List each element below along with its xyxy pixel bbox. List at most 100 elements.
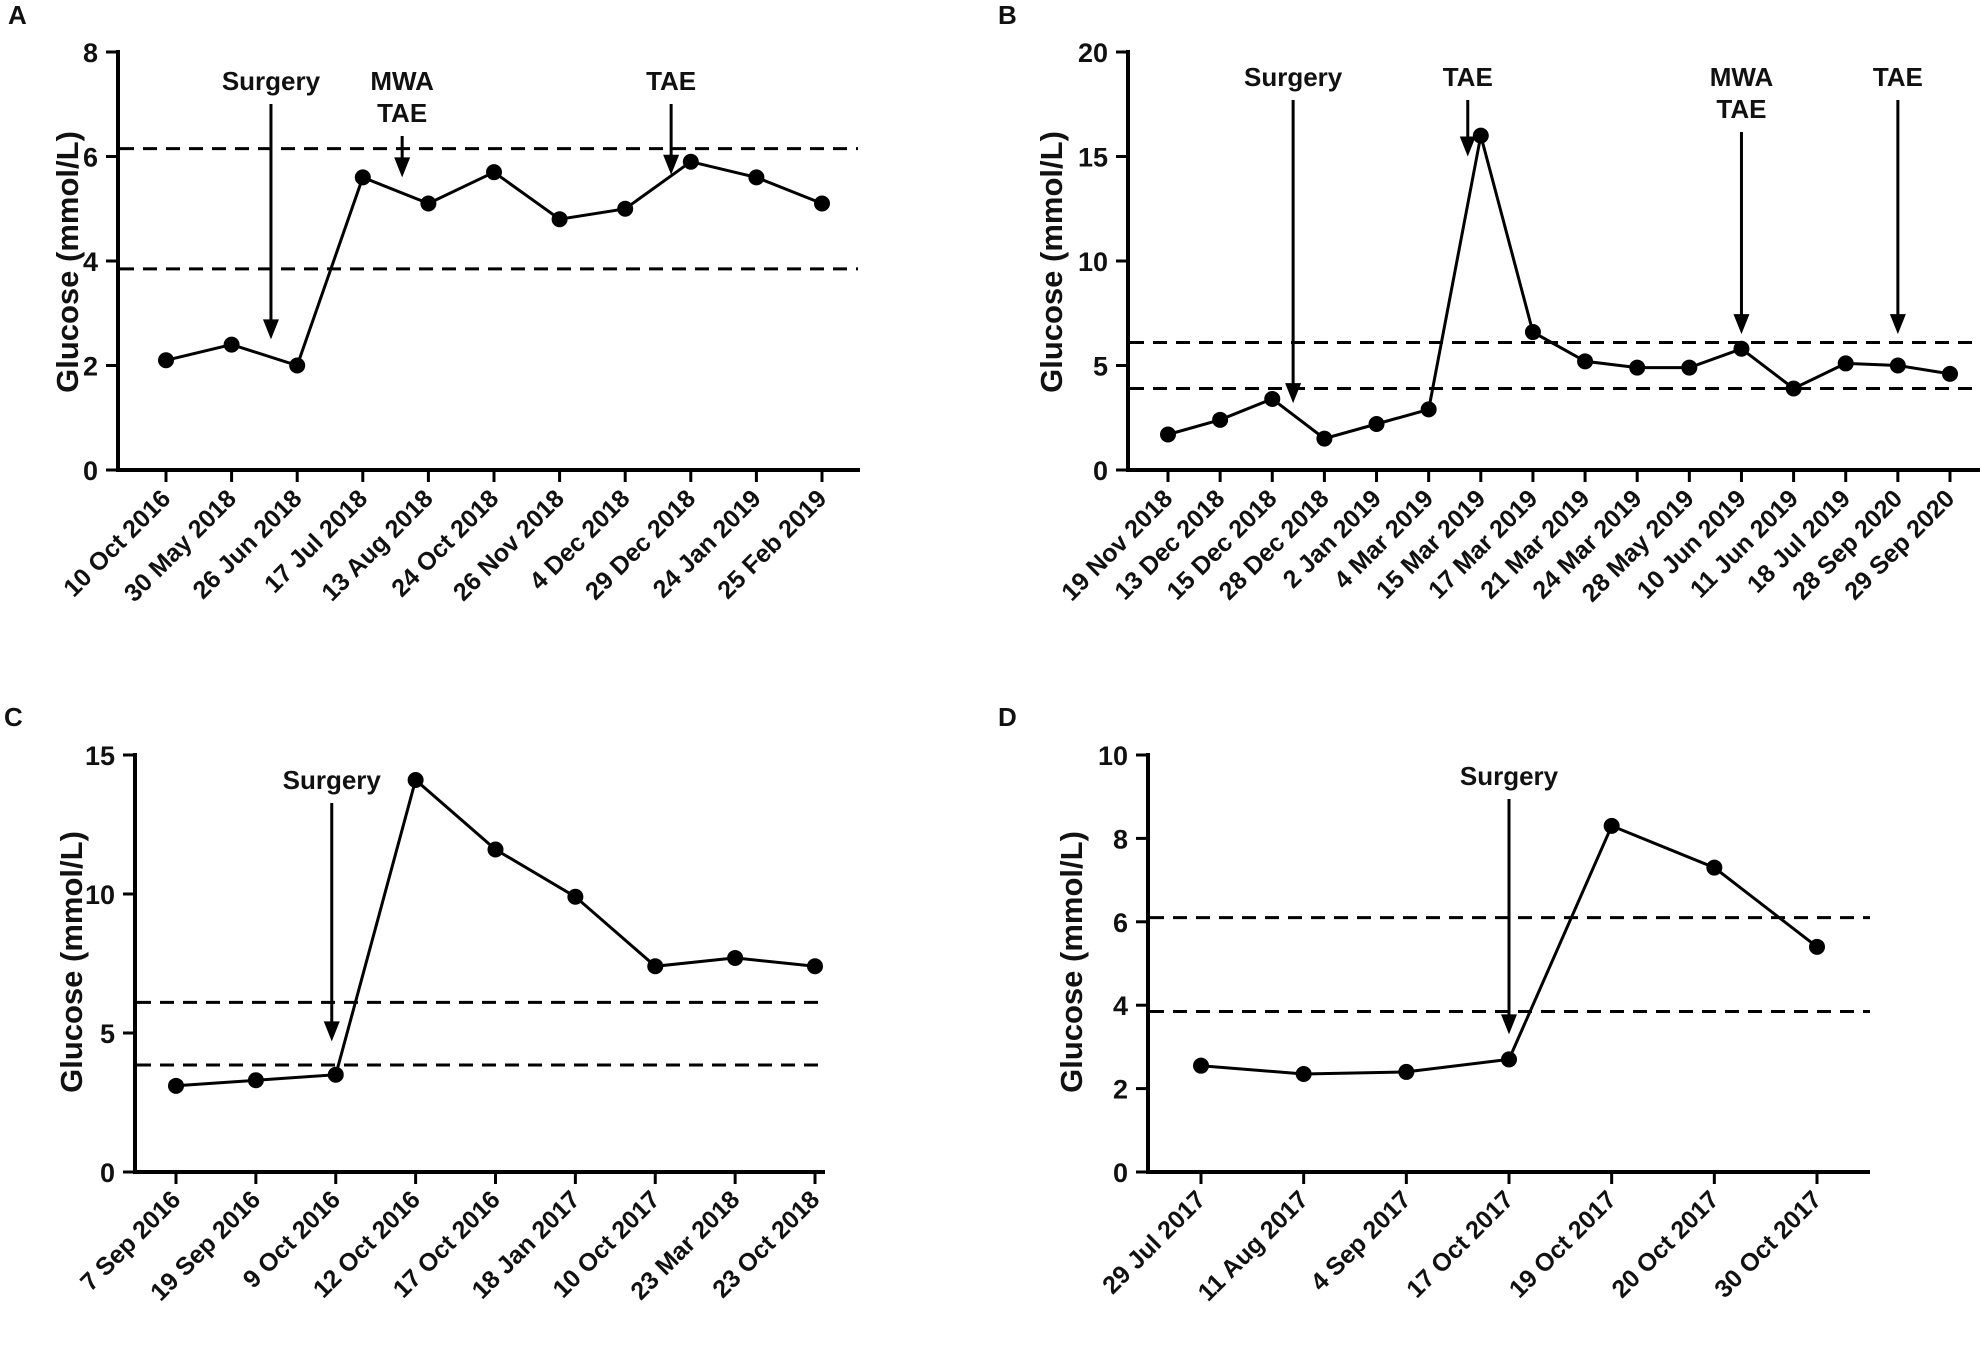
- annotation-label-tae: TAE: [646, 66, 696, 96]
- annotation-label-tae: TAE: [1716, 94, 1766, 124]
- data-point: [1577, 353, 1594, 370]
- data-point: [327, 1066, 344, 1083]
- y-tick-label: 6: [83, 143, 98, 173]
- data-point: [1316, 430, 1333, 447]
- x-tick-label: 19 Oct 2017: [1504, 1185, 1622, 1303]
- data-point: [247, 1072, 264, 1089]
- data-point: [1603, 817, 1620, 834]
- y-tick-label: 8: [1113, 824, 1128, 854]
- y-axis-label: Glucose (mmol/L): [1034, 131, 1069, 393]
- annotation-label-surgery: Surgery: [283, 765, 382, 795]
- data-point: [354, 169, 371, 186]
- data-point: [682, 153, 699, 170]
- y-tick-label: 5: [100, 1019, 115, 1049]
- data-point: [1368, 416, 1385, 433]
- y-tick-label: 0: [100, 1158, 115, 1188]
- x-tick-label: 4 Sep 2017: [1305, 1185, 1416, 1296]
- x-tick-label: 30 Oct 2017: [1709, 1185, 1827, 1303]
- data-point: [1212, 411, 1229, 428]
- y-tick-label: 20: [1078, 38, 1108, 68]
- data-point: [1264, 390, 1281, 407]
- annotation-label-tae: TAE: [377, 98, 427, 128]
- y-tick-label: 5: [1093, 352, 1108, 382]
- data-point: [814, 195, 830, 212]
- annotation-arrow-icon: [394, 157, 411, 178]
- y-tick-label: 2: [83, 352, 98, 382]
- data-point: [748, 169, 765, 186]
- data-point: [551, 211, 568, 228]
- data-point: [1193, 1057, 1209, 1074]
- glucose-series-line: [175, 777, 816, 1088]
- annotation-label-surgery: Surgery: [1244, 62, 1343, 92]
- annotation-arrow-icon: [323, 1021, 340, 1042]
- data-point: [168, 1077, 184, 1094]
- data-point: [223, 336, 240, 353]
- data-point: [647, 958, 664, 975]
- y-tick-label: 0: [83, 456, 98, 486]
- annotation-arrow-icon: [1733, 314, 1750, 335]
- x-tick-label: 17 Oct 2017: [1401, 1185, 1519, 1303]
- y-tick-label: 10: [1098, 741, 1128, 771]
- annotation-label-mwa: MWA: [370, 66, 434, 96]
- y-tick-label: 15: [85, 741, 115, 771]
- data-point: [1295, 1066, 1312, 1083]
- y-axis-label: Glucose (mmol/L): [54, 831, 89, 1093]
- data-point: [1681, 359, 1698, 376]
- panel-letter-d: D: [998, 702, 1017, 732]
- glucose-series-line: [165, 160, 823, 368]
- data-point: [807, 958, 823, 975]
- y-tick-label: 10: [85, 880, 115, 910]
- data-point: [1398, 1063, 1415, 1080]
- annotation-label-mwa: MWA: [1710, 62, 1774, 92]
- annotation-arrow-icon: [262, 319, 279, 340]
- y-tick-label: 8: [83, 38, 98, 68]
- y-axis-label: Glucose (mmol/L): [50, 131, 85, 393]
- panel-letter-c: C: [4, 702, 23, 732]
- annotation-label-tae: TAE: [1443, 62, 1493, 92]
- annotation-arrow-icon: [1501, 1014, 1517, 1035]
- data-point: [1733, 340, 1750, 357]
- annotation-arrow-icon: [1285, 383, 1302, 404]
- y-tick-label: 2: [1113, 1075, 1128, 1105]
- data-point: [727, 949, 744, 966]
- data-point: [420, 195, 437, 212]
- data-point: [1420, 401, 1437, 418]
- data-point: [1837, 355, 1854, 372]
- x-tick-label: 11 Aug 2017: [1193, 1185, 1314, 1306]
- panel-letter-a: A: [8, 0, 27, 30]
- data-point: [1809, 938, 1825, 955]
- y-axis-label: Glucose (mmol/L): [1054, 831, 1089, 1093]
- data-point: [158, 352, 174, 369]
- y-tick-label: 4: [83, 247, 98, 277]
- annotation-arrow-icon: [663, 154, 680, 175]
- data-point: [1942, 365, 1958, 382]
- data-point: [289, 357, 306, 374]
- data-point: [1785, 380, 1802, 397]
- y-tick-label: 6: [1113, 908, 1128, 938]
- y-tick-label: 0: [1093, 456, 1108, 486]
- data-point: [567, 888, 584, 905]
- data-point: [1472, 127, 1489, 144]
- data-point: [1160, 426, 1176, 443]
- annotation-label-surgery: Surgery: [1460, 761, 1559, 791]
- annotation-label-tae: TAE: [1873, 62, 1923, 92]
- y-tick-label: 0: [1113, 1158, 1128, 1188]
- x-tick-label: 29 Jul 2017: [1097, 1185, 1211, 1299]
- data-point: [487, 841, 504, 858]
- annotation-arrow-icon: [1459, 136, 1476, 157]
- y-tick-label: 4: [1113, 991, 1128, 1021]
- glucose-series-line: [1167, 135, 1951, 441]
- data-point: [486, 164, 502, 181]
- y-tick-label: 15: [1078, 143, 1108, 173]
- annotation-label-surgery: Surgery: [222, 66, 321, 96]
- data-point: [1501, 1051, 1517, 1068]
- data-point: [1524, 324, 1541, 341]
- data-point: [617, 200, 634, 217]
- data-point: [1706, 859, 1723, 876]
- annotation-arrow-icon: [1889, 314, 1906, 335]
